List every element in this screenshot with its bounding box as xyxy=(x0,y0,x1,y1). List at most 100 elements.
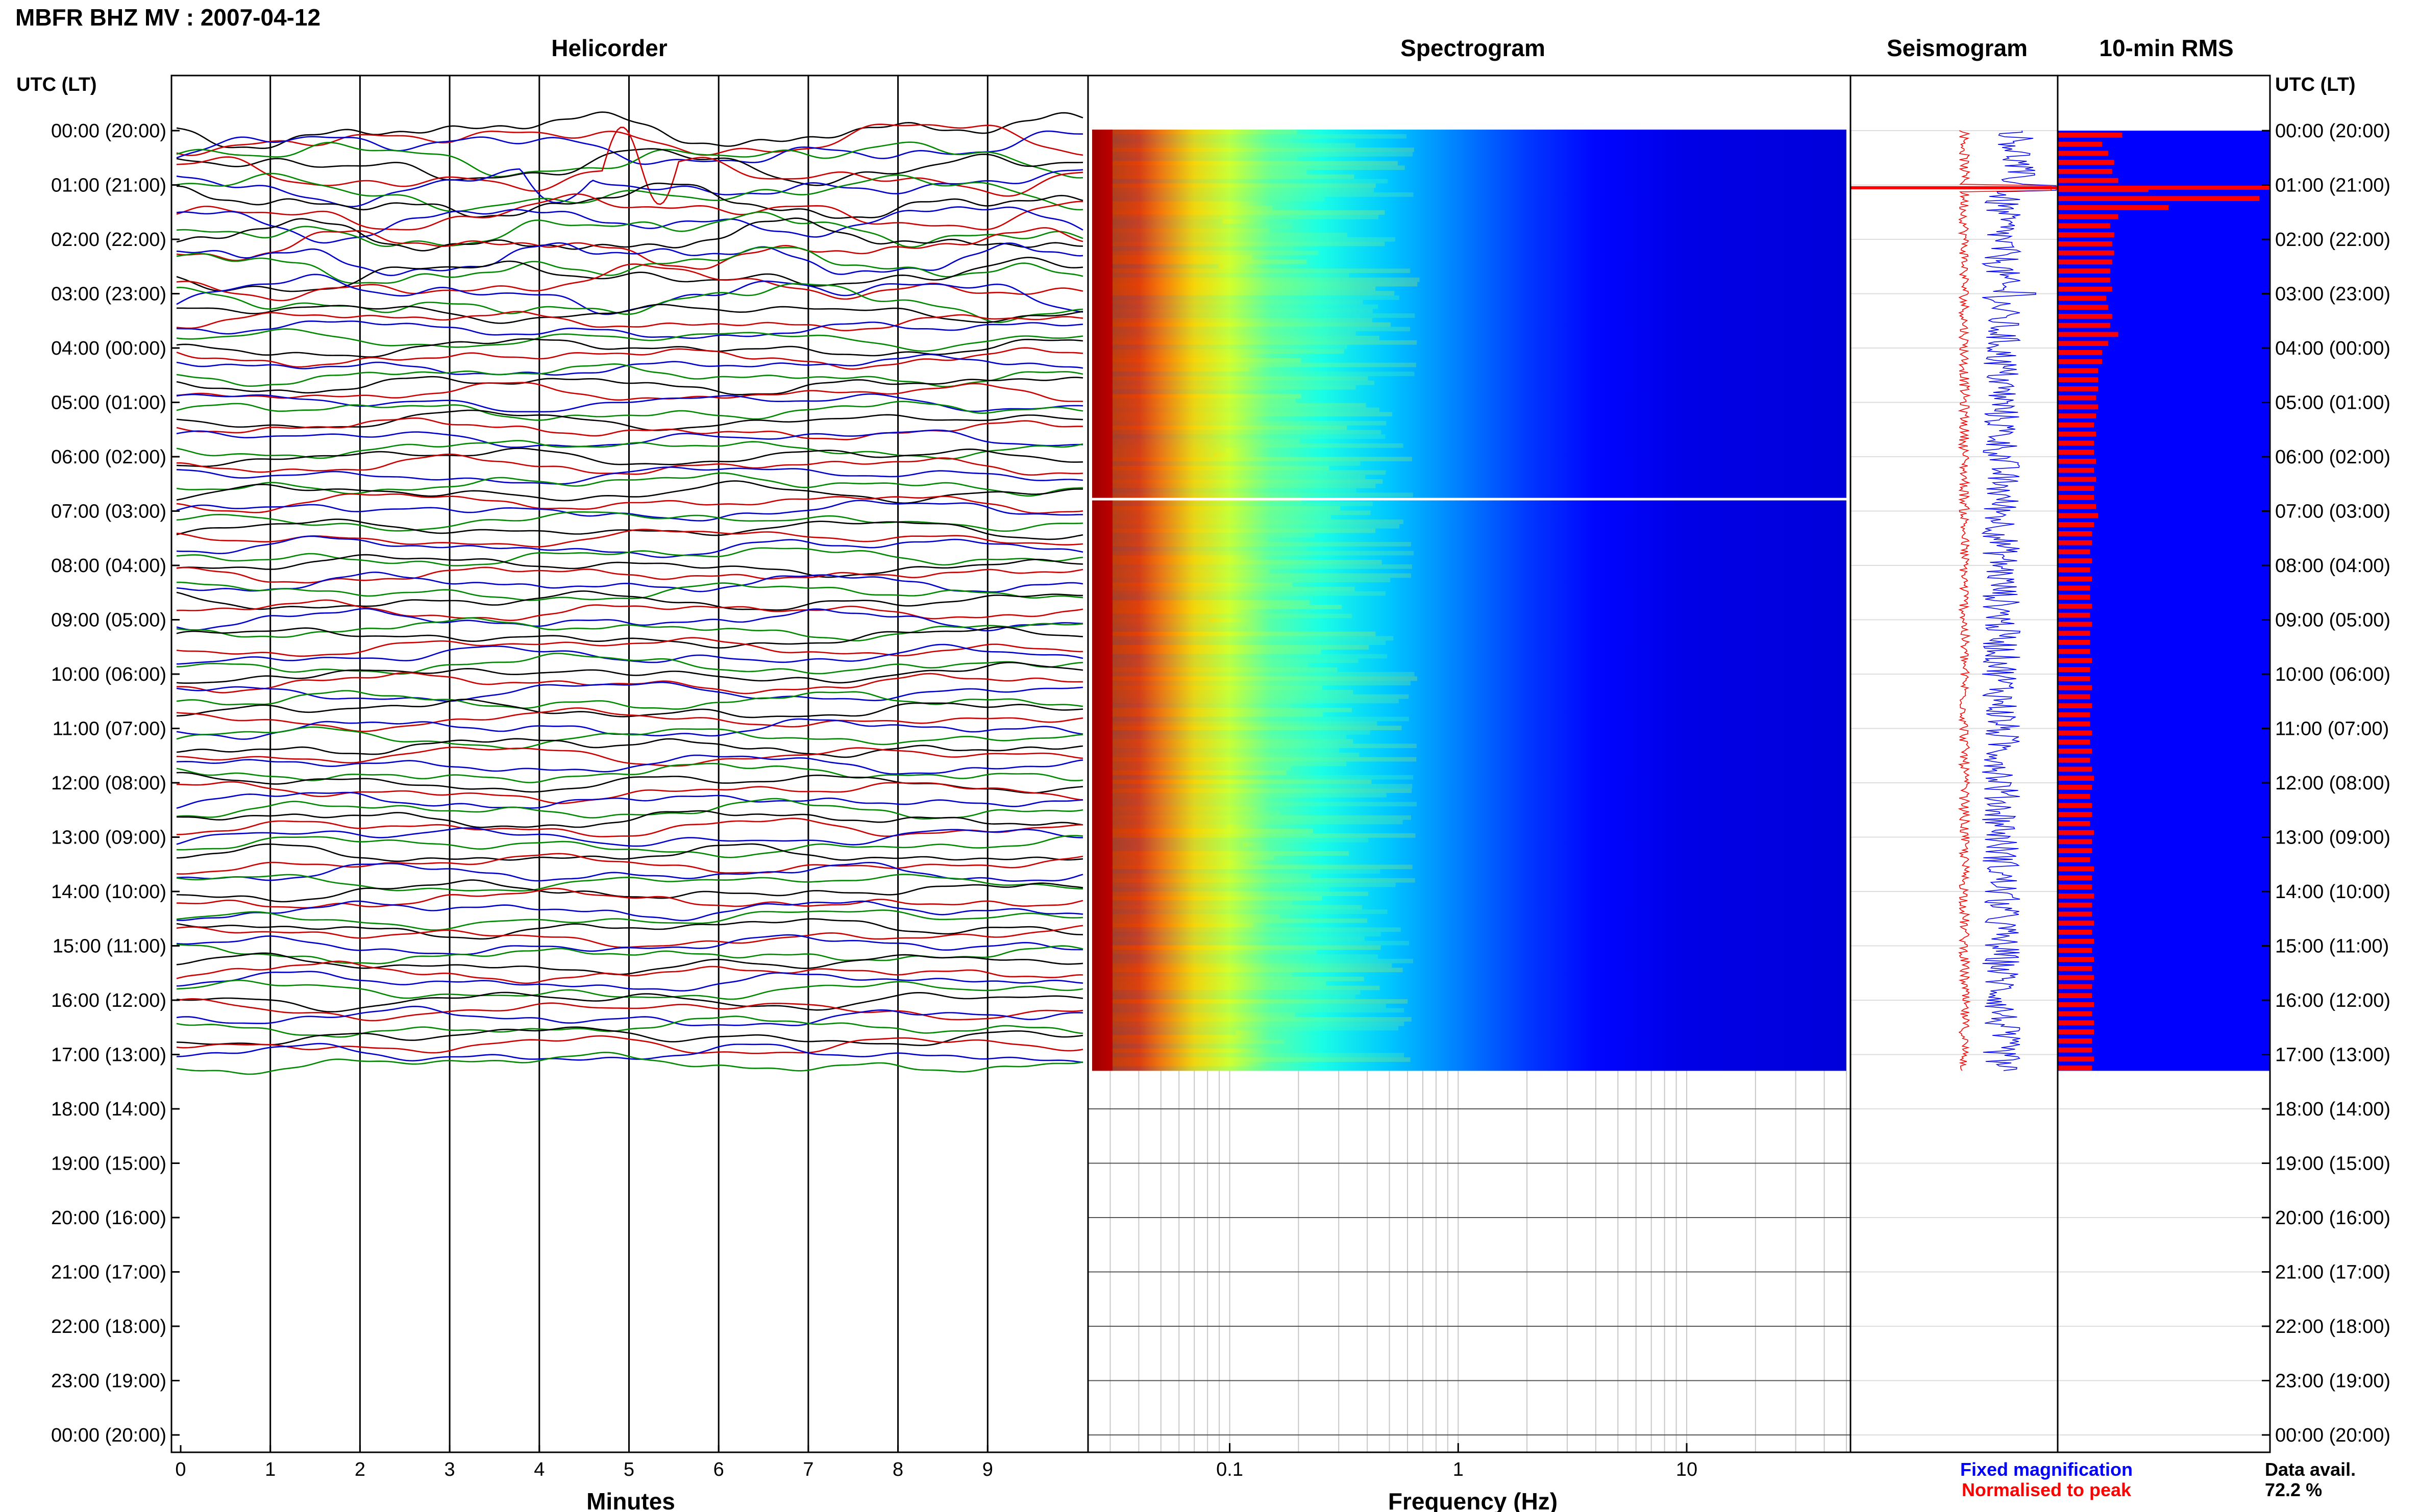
rms-bar xyxy=(2058,223,2110,229)
spectrogram-streak xyxy=(1113,824,1227,829)
spectrogram-streak xyxy=(1113,927,1401,932)
helicorder-trace xyxy=(176,472,1083,497)
spectrogram-streak xyxy=(1113,739,1353,744)
spectrogram-streak xyxy=(1113,268,1411,274)
helicorder-panel xyxy=(176,76,1083,1452)
rms-bar xyxy=(2058,377,2099,382)
spectrogram-streak xyxy=(1113,224,1292,229)
helicorder-trace xyxy=(176,992,1083,1012)
rms-bar xyxy=(2058,268,2110,274)
spectrogram-streak xyxy=(1113,806,1255,811)
rms-bar xyxy=(2058,631,2090,636)
spectrogram-streak xyxy=(1113,940,1410,946)
helicorder-trace xyxy=(176,862,1083,882)
spectrogram-streak xyxy=(1113,779,1372,784)
rms-bar xyxy=(2058,984,2092,989)
hour-label-right: 04:00 (00:00) xyxy=(2275,338,2390,359)
helicorder-trace xyxy=(176,440,1083,460)
rms-panel xyxy=(2058,131,2270,1435)
spectrogram-streak xyxy=(1113,519,1403,524)
seismogram-title: Seismogram xyxy=(1887,35,2028,61)
spectrogram-streak xyxy=(1113,797,1263,802)
spectrogram-streak xyxy=(1113,896,1322,901)
spectrogram-streak xyxy=(1113,183,1376,188)
rms-bar xyxy=(2058,169,2112,174)
rms-bar xyxy=(2058,966,2092,971)
spectrogram-streak xyxy=(1113,264,1219,269)
rms-bar xyxy=(2058,902,2092,908)
rms-bar xyxy=(2058,549,2090,555)
helicorder-trace xyxy=(176,726,1083,750)
spectrogram-streak xyxy=(1113,165,1405,170)
helicorder-trace xyxy=(176,960,1083,984)
rms-bar xyxy=(2058,1011,2092,1017)
rms-bar xyxy=(2058,1002,2094,1007)
spectrogram-streak xyxy=(1113,506,1341,511)
rms-bar xyxy=(2058,1029,2094,1034)
spectrogram-streak xyxy=(1113,528,1376,533)
spectrogram-streak xyxy=(1113,663,1309,667)
spectrogram-streak xyxy=(1113,251,1319,255)
spectrogram-streak xyxy=(1113,708,1352,712)
helicorder-trace xyxy=(176,918,1083,940)
spectrogram-streak xyxy=(1113,752,1360,757)
spectrogram-streak xyxy=(1113,811,1280,815)
helicorder-trace xyxy=(176,193,1083,231)
spectrogram-streak xyxy=(1113,448,1226,453)
spectrogram-streak xyxy=(1113,492,1413,498)
spectrogram-streak xyxy=(1113,578,1391,583)
helicorder-trace xyxy=(176,979,1083,1000)
rms-bar xyxy=(2058,558,2092,563)
rms-bar xyxy=(2058,278,2110,283)
spectrogram-streak xyxy=(1113,869,1380,874)
helicorder-trace xyxy=(176,998,1083,1022)
spectrogram-streak xyxy=(1113,555,1228,560)
helicorder-trace xyxy=(176,493,1083,514)
rms-bar xyxy=(2058,848,2092,853)
spectrogram-streak xyxy=(1113,228,1270,233)
spectrogram-streak xyxy=(1113,537,1267,542)
spectrogram-streak xyxy=(1113,1066,1281,1071)
spectrogram-streak xyxy=(1113,488,1356,493)
rms-bar xyxy=(2058,694,2090,700)
hour-label-left: 00:00 (20:00) xyxy=(51,120,166,142)
helicorder-trace xyxy=(176,328,1083,352)
spectrogram-title: Spectrogram xyxy=(1400,35,1545,61)
hour-label-right: 16:00 (12:00) xyxy=(2275,990,2390,1011)
helicorder-trace xyxy=(176,554,1083,578)
legend-normalised-to-peak: Normalised to peak xyxy=(1962,1479,2132,1500)
rms-bar xyxy=(2058,622,2092,627)
spectrogram-streak xyxy=(1113,833,1416,838)
spectrogram-streak xyxy=(1113,757,1417,762)
rms-bar xyxy=(2058,332,2118,337)
spectrogram-streak xyxy=(1113,201,1233,206)
spectrogram-streak xyxy=(1113,636,1394,641)
hour-label-right: 13:00 (09:00) xyxy=(2275,827,2390,849)
helicorder-trace xyxy=(176,791,1083,809)
spectrogram-streak xyxy=(1113,317,1372,323)
rms-bar xyxy=(2058,948,2092,953)
helicorder-trace xyxy=(176,311,1083,332)
spectrogram-streak xyxy=(1113,792,1387,798)
spectrogram-panel xyxy=(1088,130,2058,1452)
helicorder-trace xyxy=(176,699,1083,718)
spectrogram-streak xyxy=(1113,1021,1404,1026)
helicorder-trace xyxy=(176,798,1083,820)
hour-label-right: 08:00 (04:00) xyxy=(2275,555,2390,577)
spectrogram-streak xyxy=(1113,331,1356,336)
hour-label-right: 09:00 (05:00) xyxy=(2275,610,2390,631)
spectrogram-streak xyxy=(1113,954,1378,959)
hour-label-right: 03:00 (23:00) xyxy=(2275,284,2390,305)
spectrogram-streak xyxy=(1113,380,1374,385)
helicorder-trace xyxy=(176,354,1083,376)
hour-label-left: 13:00 (09:00) xyxy=(51,827,166,849)
spectrogram-streak xyxy=(1113,743,1417,749)
hour-label-right: 21:00 (17:00) xyxy=(2275,1262,2390,1283)
spectrogram-streak xyxy=(1113,138,1291,143)
spectrogram-streak xyxy=(1113,309,1373,314)
spectrogram-streak xyxy=(1113,981,1326,986)
hour-label-right: 06:00 (02:00) xyxy=(2275,447,2390,468)
rms-bar xyxy=(2058,241,2112,246)
rms-bar xyxy=(2058,766,2092,772)
hour-label-right: 19:00 (15:00) xyxy=(2275,1153,2390,1175)
